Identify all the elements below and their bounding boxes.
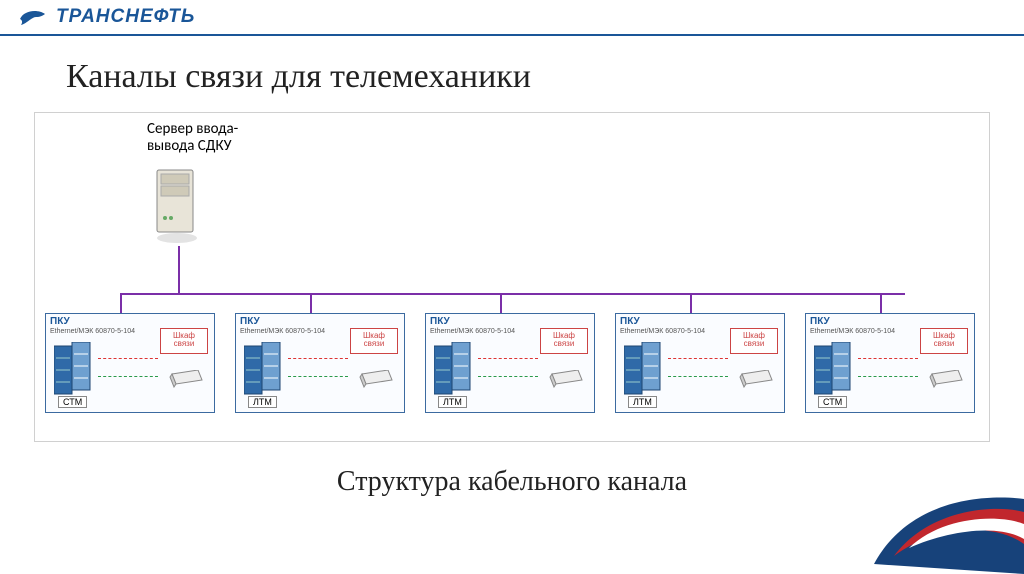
rack-icon — [434, 342, 474, 398]
pku-title: ПКУ — [430, 316, 450, 327]
server-label: Сервер ввода-вывода СДКУ — [147, 121, 238, 156]
pku-protocol: Ethernet/МЭК 60870-5-104 — [430, 328, 515, 335]
link-red — [858, 358, 918, 359]
comm-cabinet: Шкафсвязи — [350, 328, 398, 354]
rack-icon — [244, 342, 284, 398]
link-green — [288, 376, 348, 377]
modem-icon — [548, 370, 584, 388]
rack-label: СТМ — [58, 396, 87, 408]
pku-protocol: Ethernet/МЭК 60870-5-104 — [810, 328, 895, 335]
link-green — [858, 376, 918, 377]
rack-label: ЛТМ — [438, 396, 467, 408]
pku-title: ПКУ — [50, 316, 70, 327]
pku-title: ПКУ — [240, 316, 260, 327]
pku-node-4: ПКУ Ethernet/МЭК 60870-5-104 Шкафсвязи С… — [805, 313, 975, 413]
comm-cabinet: Шкафсвязи — [540, 328, 588, 354]
comm-cabinet: Шкафсвязи — [920, 328, 968, 354]
rack-icon — [814, 342, 854, 398]
modem-icon — [168, 370, 204, 388]
pku-node-2: ПКУ Ethernet/МЭК 60870-5-104 Шкафсвязи Л… — [425, 313, 595, 413]
comm-cabinet: Шкафсвязи — [730, 328, 778, 354]
server-icon — [155, 168, 203, 246]
modem-icon — [928, 370, 964, 388]
diagram-subtitle: Структура кабельного канала — [0, 466, 1024, 498]
comm-cabinet: Шкафсвязи — [160, 328, 208, 354]
link-green — [478, 376, 538, 377]
pku-node-3: ПКУ Ethernet/МЭК 60870-5-104 Шкафсвязи Л… — [615, 313, 785, 413]
diagram-area: Сервер ввода-вывода СДКУ ПКУ Ethernet/МЭ… — [34, 112, 990, 442]
pku-protocol: Ethernet/МЭК 60870-5-104 — [50, 328, 135, 335]
brand-text: ТРАНСНЕФТЬ — [56, 6, 195, 28]
link-red — [668, 358, 728, 359]
pku-node-0: ПКУ Ethernet/МЭК 60870-5-104 Шкафсвязи С… — [45, 313, 215, 413]
pku-protocol: Ethernet/МЭК 60870-5-104 — [620, 328, 705, 335]
modem-icon — [358, 370, 394, 388]
rack-label: ЛТМ — [248, 396, 277, 408]
rack-label: СТМ — [818, 396, 847, 408]
link-green — [98, 376, 158, 377]
brand-header: ТРАНСНЕФТЬ — [0, 0, 1024, 36]
rack-label: ЛТМ — [628, 396, 657, 408]
link-green — [668, 376, 728, 377]
rack-icon — [54, 342, 94, 398]
pku-title: ПКУ — [620, 316, 640, 327]
logo-icon — [18, 6, 48, 28]
pku-node-1: ПКУ Ethernet/МЭК 60870-5-104 Шкафсвязи Л… — [235, 313, 405, 413]
pku-title: ПКУ — [810, 316, 830, 327]
pku-protocol: Ethernet/МЭК 60870-5-104 — [240, 328, 325, 335]
link-red — [478, 358, 538, 359]
rack-icon — [624, 342, 664, 398]
link-red — [98, 358, 158, 359]
link-red — [288, 358, 348, 359]
modem-icon — [738, 370, 774, 388]
page-title: Каналы связи для телемеханики — [0, 36, 1024, 106]
corner-flag-icon — [854, 444, 1024, 574]
